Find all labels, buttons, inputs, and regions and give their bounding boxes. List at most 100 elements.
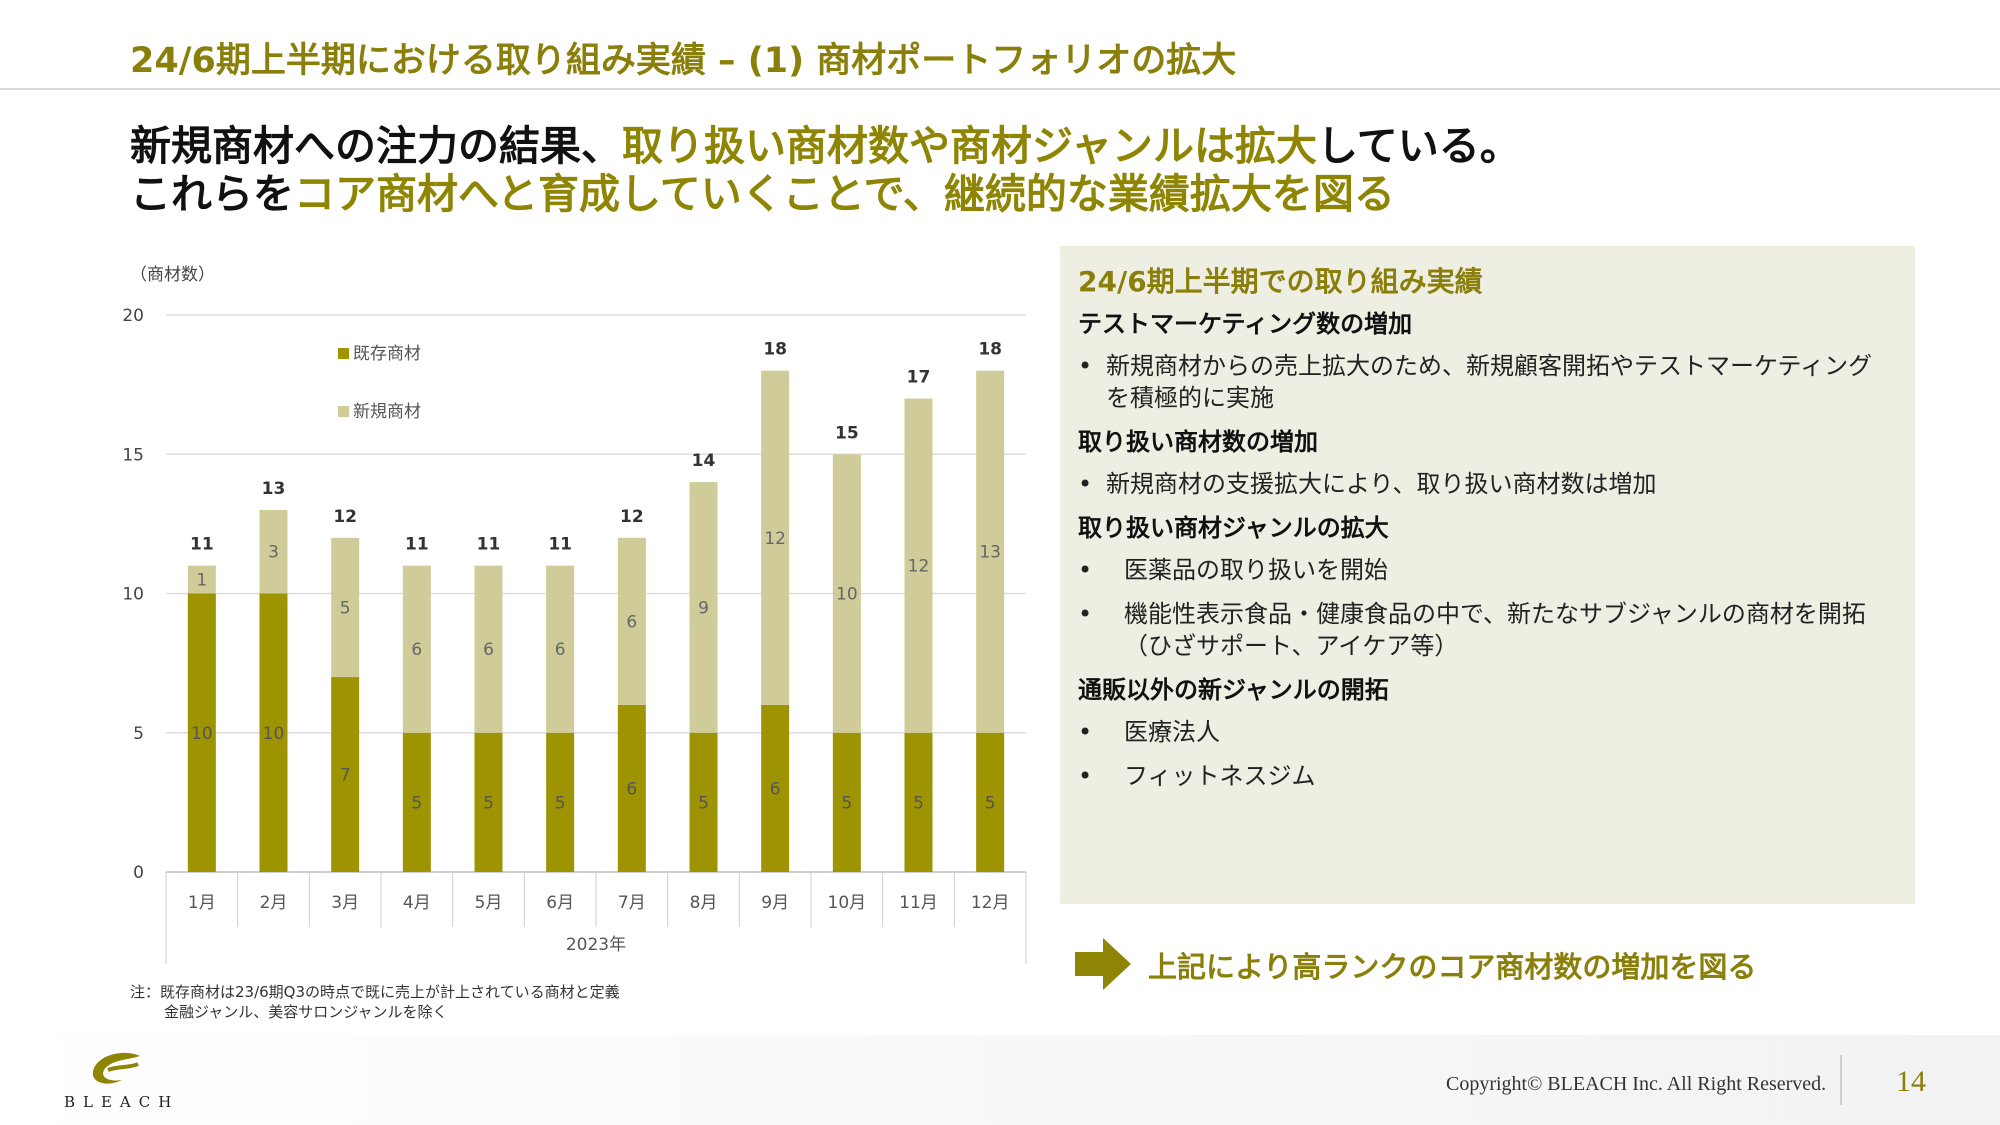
y-unit-label: （商材数） (130, 265, 215, 285)
bar-existing (904, 732, 933, 872)
footer-divider (1840, 1055, 1842, 1105)
bar-existing (761, 704, 790, 872)
panel-bullet-text: 医療法人 (1124, 718, 1220, 746)
data-label-new: 1 (196, 571, 207, 591)
arrow-right-icon (1075, 938, 1131, 990)
bar-new (689, 482, 718, 733)
data-label-existing: 10 (263, 724, 285, 744)
conclusion-text: 上記により高ランクのコア商材数の増加を図る (1148, 950, 1757, 984)
data-label-total: 12 (333, 507, 357, 527)
panel-bullet: • 医薬品の取り扱いを開始 (1078, 554, 1895, 586)
data-label-new: 13 (979, 543, 1001, 563)
y-tick-label: 0 (133, 863, 144, 883)
bullet-dot-icon: • (1078, 718, 1093, 746)
data-label-new: 9 (698, 598, 709, 618)
panel-title: 24/6期上半期での取り組み実績 (1078, 265, 1483, 298)
data-label-total: 17 (907, 368, 931, 388)
logo-text: BLEACH (64, 1093, 180, 1111)
product-count-chart: （商材数）05101520101111月103132月75123月56114月5… (122, 265, 1027, 964)
data-label-existing: 5 (411, 793, 422, 813)
data-label-new: 10 (836, 585, 858, 605)
bar-new (904, 398, 933, 733)
legend-swatch-new (338, 406, 349, 417)
panel-bullet-text: 機能性表示食品・健康食品の中で、新たなサブジャンルの商材を開拓（ひざサポート、ア… (1124, 600, 1866, 660)
x-tick-label: 7月 (618, 893, 646, 913)
headline-text: これらを (130, 170, 294, 218)
note-line-2: 金融ジャンル、美容サロンジャンルを除く (164, 1003, 448, 1021)
bullet-dot-icon: • (1078, 762, 1093, 790)
page-title: 24/6期上半期における取り組み実績 – (1) 商材ポートフォリオの拡大 (130, 41, 1237, 81)
x-tick-label: 1月 (188, 893, 216, 913)
footer (0, 1035, 2000, 1125)
data-label-existing: 5 (698, 793, 709, 813)
panel-section-heading: 通販以外の新ジャンルの開拓 (1078, 676, 1389, 704)
headline-highlight: コア商材へと育成していくことで、継続的な業績拡大を図る (294, 170, 1395, 218)
bar-existing (474, 732, 503, 872)
bullet-dot-icon: • (1078, 556, 1093, 584)
data-label-total: 12 (620, 507, 644, 527)
panel-bullet: • フィットネスジム (1078, 760, 1895, 792)
data-label-new: 6 (483, 640, 494, 660)
x-tick-label: 3月 (331, 893, 359, 913)
bar-new (402, 565, 431, 733)
headline-highlight: 取り扱い商材数や商材ジャンルは拡大 (622, 122, 1317, 170)
headline-text: 新規商材への注力の結果、 (130, 122, 622, 170)
x-tick-label: 10月 (828, 893, 867, 913)
data-label-total: 11 (548, 535, 572, 555)
bar-existing (689, 732, 718, 872)
bar-new (259, 509, 288, 594)
x-tick-label: 9月 (761, 893, 789, 913)
data-label-new: 3 (268, 543, 279, 563)
data-label-new: 12 (908, 557, 930, 577)
data-label-existing: 6 (770, 779, 781, 799)
data-label-total: 11 (190, 535, 214, 555)
data-label-existing: 10 (191, 724, 213, 744)
x-tick-label: 2月 (260, 893, 288, 913)
y-tick-label: 20 (122, 306, 144, 326)
bar-existing (331, 677, 360, 872)
data-label-existing: 7 (340, 766, 351, 786)
headline-line1: 新規商材への注力の結果、取り扱い商材数や商材ジャンルは拡大している。 (130, 122, 1521, 170)
bar-new (474, 565, 503, 733)
bar-new (976, 370, 1005, 733)
panel-bullet-text: フィットネスジム (1124, 762, 1316, 790)
bar-existing (832, 732, 861, 872)
data-label-existing: 5 (841, 793, 852, 813)
panel-bullet: • 新規商材の支援拡大により、取り扱い商材数は増加 (1078, 468, 1895, 500)
bar-new (187, 565, 216, 594)
data-label-existing: 5 (483, 793, 494, 813)
x-tick-label: 6月 (546, 893, 574, 913)
panel-bullet-text: 新規商材からの売上拡大のため、新規顧客開拓やテストマーケティングを積極的に実施 (1106, 352, 1873, 412)
data-label-new: 5 (340, 598, 351, 618)
bullet-dot-icon: • (1078, 352, 1093, 380)
bar-existing (187, 593, 216, 872)
panel-body: テストマーケティング数の増加 • 新規商材からの売上拡大のため、新規顧客開拓やテスト… (1078, 308, 1895, 804)
data-label-new: 6 (626, 612, 637, 632)
bar-existing (976, 732, 1005, 872)
page-number: 14 (1896, 1065, 1926, 1098)
headline-text: している。 (1316, 122, 1521, 170)
y-tick-label: 15 (122, 445, 144, 465)
data-label-new: 6 (411, 640, 422, 660)
data-label-total: 14 (692, 451, 716, 471)
x-tick-label: 11月 (899, 893, 938, 913)
x-tick-label: 5月 (475, 893, 503, 913)
data-label-total: 18 (978, 340, 1002, 360)
bar-existing (259, 593, 288, 872)
bullet-dot-icon: • (1078, 470, 1093, 498)
panel-section-heading: テストマーケティング数の増加 (1078, 310, 1413, 338)
legend-label-existing: 既存商材 (353, 344, 421, 364)
panel-section-heading: 取り扱い商材数の増加 (1078, 428, 1318, 456)
bar-new (617, 537, 646, 705)
panel-section-heading: 取り扱い商材ジャンルの拡大 (1078, 514, 1389, 542)
panel-bullet-text: 医薬品の取り扱いを開始 (1124, 556, 1388, 584)
data-label-existing: 5 (555, 793, 566, 813)
bar-new (761, 370, 790, 705)
x-tick-label: 4月 (403, 893, 431, 913)
data-label-total: 18 (763, 340, 787, 360)
achievements-panel: 24/6期上半期での取り組み実績 テストマーケティング数の増加 • 新規商材からの売… (1060, 246, 1915, 904)
x-group-label: 2023年 (566, 935, 626, 955)
bar-existing (546, 732, 575, 872)
data-label-new: 12 (764, 529, 786, 549)
copyright: Copyright© BLEACH Inc. All Right Reserve… (1446, 1073, 1827, 1095)
